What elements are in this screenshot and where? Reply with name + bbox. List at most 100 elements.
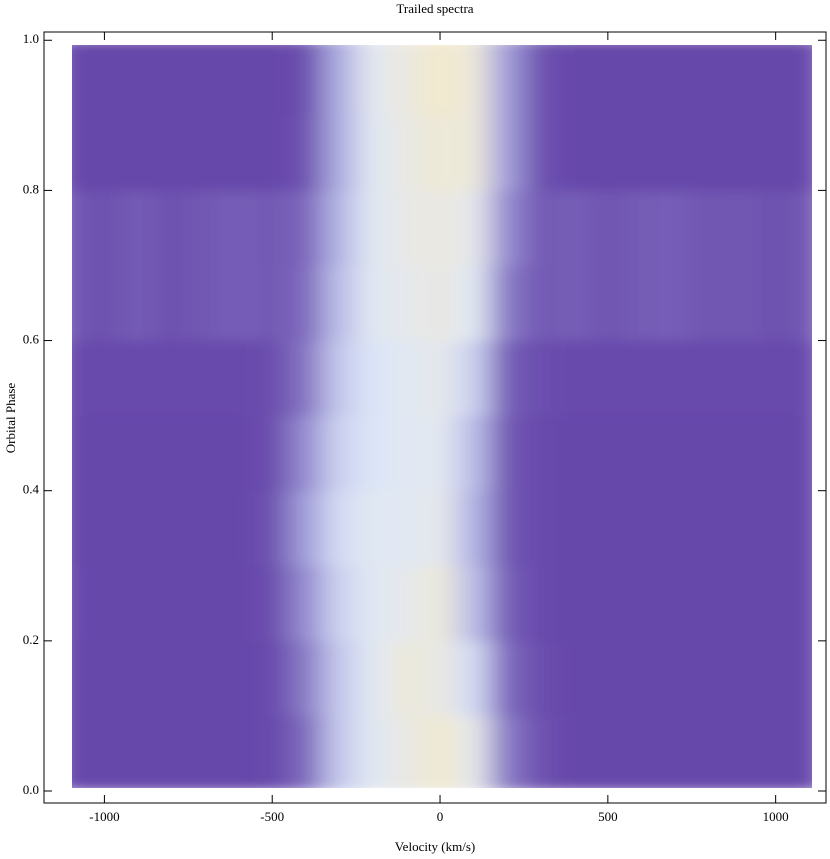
- heatmap-cell: [389, 640, 424, 717]
- heatmap-cell: [557, 565, 592, 642]
- heatmap-cell: [154, 640, 189, 717]
- heatmap-cell: [187, 490, 223, 567]
- heatmap-cell: [724, 490, 760, 567]
- heatmap-cell: [456, 264, 491, 342]
- heatmap-cell: [422, 340, 458, 417]
- heatmap-cell: [657, 264, 693, 342]
- heatmap-cell: [72, 45, 89, 116]
- heatmap-cell: [489, 189, 525, 266]
- heatmap-cell: [523, 565, 559, 642]
- heatmap-cell: [355, 715, 391, 788]
- heatmap-cell: [523, 45, 559, 116]
- heatmap-cell: [691, 490, 726, 567]
- heatmap-cell: [590, 565, 626, 642]
- heatmap-cell: [590, 264, 626, 342]
- heatmap-cell: [322, 565, 357, 642]
- heatmap-cell: [154, 715, 189, 788]
- heatmap-cell: [221, 189, 256, 266]
- heatmap-cell: [154, 189, 189, 266]
- heatmap-cell: [691, 114, 726, 191]
- heatmap-cell: [791, 490, 812, 567]
- heatmap-cell: [489, 264, 525, 342]
- heatmap-cell: [456, 340, 491, 417]
- heatmap-cell: [791, 415, 812, 492]
- heatmap-cell: [72, 114, 89, 191]
- heatmap-cell: [724, 565, 760, 642]
- heatmap-cell: [691, 340, 726, 417]
- heatmap-cell: [154, 264, 189, 342]
- heatmap-cell: [758, 640, 793, 717]
- heatmap-cell: [87, 189, 122, 266]
- heatmap-cell: [489, 565, 525, 642]
- heatmap-cell: [120, 189, 156, 266]
- heatmap-cell: [254, 565, 290, 642]
- heatmap-cell: [221, 114, 256, 191]
- heatmap-cell: [355, 640, 391, 717]
- y-tick-label: 0.4: [23, 482, 40, 497]
- heatmap-cell: [187, 264, 223, 342]
- heatmap-cell: [355, 189, 391, 266]
- heatmap-cell: [624, 340, 659, 417]
- heatmap-cell: [389, 264, 424, 342]
- heatmap-cell: [72, 565, 89, 642]
- heatmap-cell: [322, 715, 357, 788]
- heatmap-cell: [254, 340, 290, 417]
- heatmap-cell: [590, 114, 626, 191]
- heatmap-cell: [791, 715, 812, 788]
- heatmap-cell: [87, 565, 122, 642]
- heatmap-cell: [120, 490, 156, 567]
- heatmap-cell: [154, 565, 189, 642]
- heatmap-cell: [288, 114, 324, 191]
- heatmap-cell: [120, 45, 156, 116]
- heatmap-cell: [87, 490, 122, 567]
- heatmap-cell: [355, 490, 391, 567]
- heatmap-cell: [624, 45, 659, 116]
- heatmap-cell: [288, 340, 324, 417]
- heatmap-cell: [254, 45, 290, 116]
- heatmap-cell: [691, 264, 726, 342]
- heatmap-cell: [288, 415, 324, 492]
- heatmap-cell: [724, 114, 760, 191]
- heatmap-cell: [724, 715, 760, 788]
- heatmap-cell: [322, 264, 357, 342]
- heatmap-cell: [422, 640, 458, 717]
- heatmap-cell: [389, 340, 424, 417]
- heatmap-cell: [523, 114, 559, 191]
- heatmap-cell: [72, 189, 89, 266]
- heatmap-cell: [791, 45, 812, 116]
- heatmap-cell: [322, 189, 357, 266]
- heatmap-cell: [288, 640, 324, 717]
- heatmap-cell: [254, 264, 290, 342]
- heatmap-cell: [120, 415, 156, 492]
- heatmap-cell: [221, 415, 256, 492]
- x-tick-label: -1000: [89, 809, 119, 824]
- heatmap-cell: [355, 114, 391, 191]
- heatmap-cell: [624, 415, 659, 492]
- heatmap-cell: [657, 340, 693, 417]
- heatmap-cell: [724, 340, 760, 417]
- heatmap-cell: [523, 340, 559, 417]
- heatmap-cell: [758, 189, 793, 266]
- heatmap-cell: [87, 45, 122, 116]
- heatmap-cell: [456, 490, 491, 567]
- heatmap-cell: [758, 264, 793, 342]
- heatmap-cell: [422, 415, 458, 492]
- heatmap-cell: [120, 264, 156, 342]
- heatmap-cell: [120, 640, 156, 717]
- heatmap-cell: [523, 640, 559, 717]
- heatmap-cell: [355, 264, 391, 342]
- x-tick-label: 500: [598, 809, 618, 824]
- heatmap-cell: [187, 114, 223, 191]
- heatmap-cell: [154, 490, 189, 567]
- heatmap-cell: [489, 640, 525, 717]
- heatmap-cell: [422, 114, 458, 191]
- heatmap-cell: [187, 189, 223, 266]
- y-tick-label: 0.2: [23, 632, 39, 647]
- heatmap-cell: [254, 640, 290, 717]
- heatmap-cell: [389, 45, 424, 116]
- heatmap-cell: [154, 340, 189, 417]
- heatmap-cell: [691, 415, 726, 492]
- heatmap-cell: [221, 565, 256, 642]
- heatmap-cell: [758, 490, 793, 567]
